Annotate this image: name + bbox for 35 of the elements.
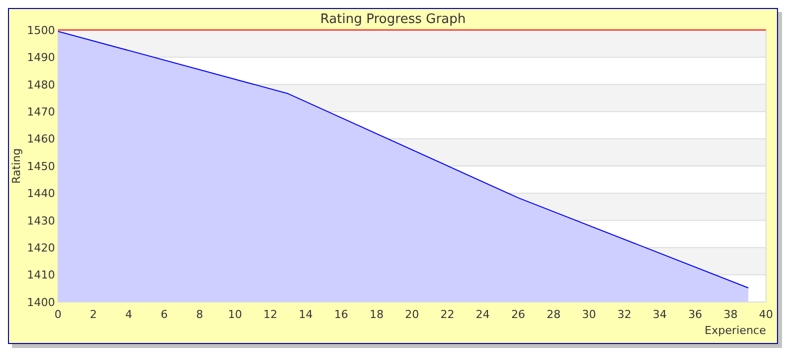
x-tick-label: 30 [582,308,596,321]
x-tick-label: 36 [688,308,702,321]
x-tick-label: 28 [546,308,561,321]
y-tick-label: 1420 [27,241,55,254]
x-tick-label: 22 [440,308,454,321]
x-tick-label: 24 [476,308,490,321]
y-tick-label: 1490 [27,51,55,64]
chart-title: Rating Progress Graph [320,12,466,27]
x-tick-label: 34 [652,308,667,321]
x-tick-label: 32 [617,308,632,321]
x-tick-label: 14 [298,308,313,321]
y-tick-label: 1400 [27,296,55,309]
x-tick-label: 26 [511,308,526,321]
x-tick-label: 4 [125,308,132,321]
y-axis-title: Rating [10,148,23,184]
x-tick-label: 16 [334,308,348,321]
y-tick-label: 1470 [27,105,55,118]
y-tick-label: 1450 [27,160,55,173]
x-tick-label: 38 [724,308,738,321]
y-tick-label: 1440 [27,187,55,200]
y-tick-label: 1430 [27,214,55,228]
y-tick-label: 1480 [27,78,55,92]
x-tick-label: 8 [196,308,204,321]
x-tick-label: 6 [160,308,168,321]
x-tick-label: 12 [263,308,278,321]
x-tick-label: 18 [370,308,384,321]
y-tick-label: 1460 [27,132,55,146]
x-tick-label: 20 [405,308,419,321]
x-tick-label: 40 [759,308,773,321]
y-tick-label: 1500 [27,24,55,37]
x-tick-label: 2 [90,308,97,321]
x-tick-label: 10 [228,308,242,321]
y-tick-label: 1410 [27,268,55,282]
x-axis-title: Experience [704,324,766,337]
x-tick-label: 0 [54,308,62,321]
